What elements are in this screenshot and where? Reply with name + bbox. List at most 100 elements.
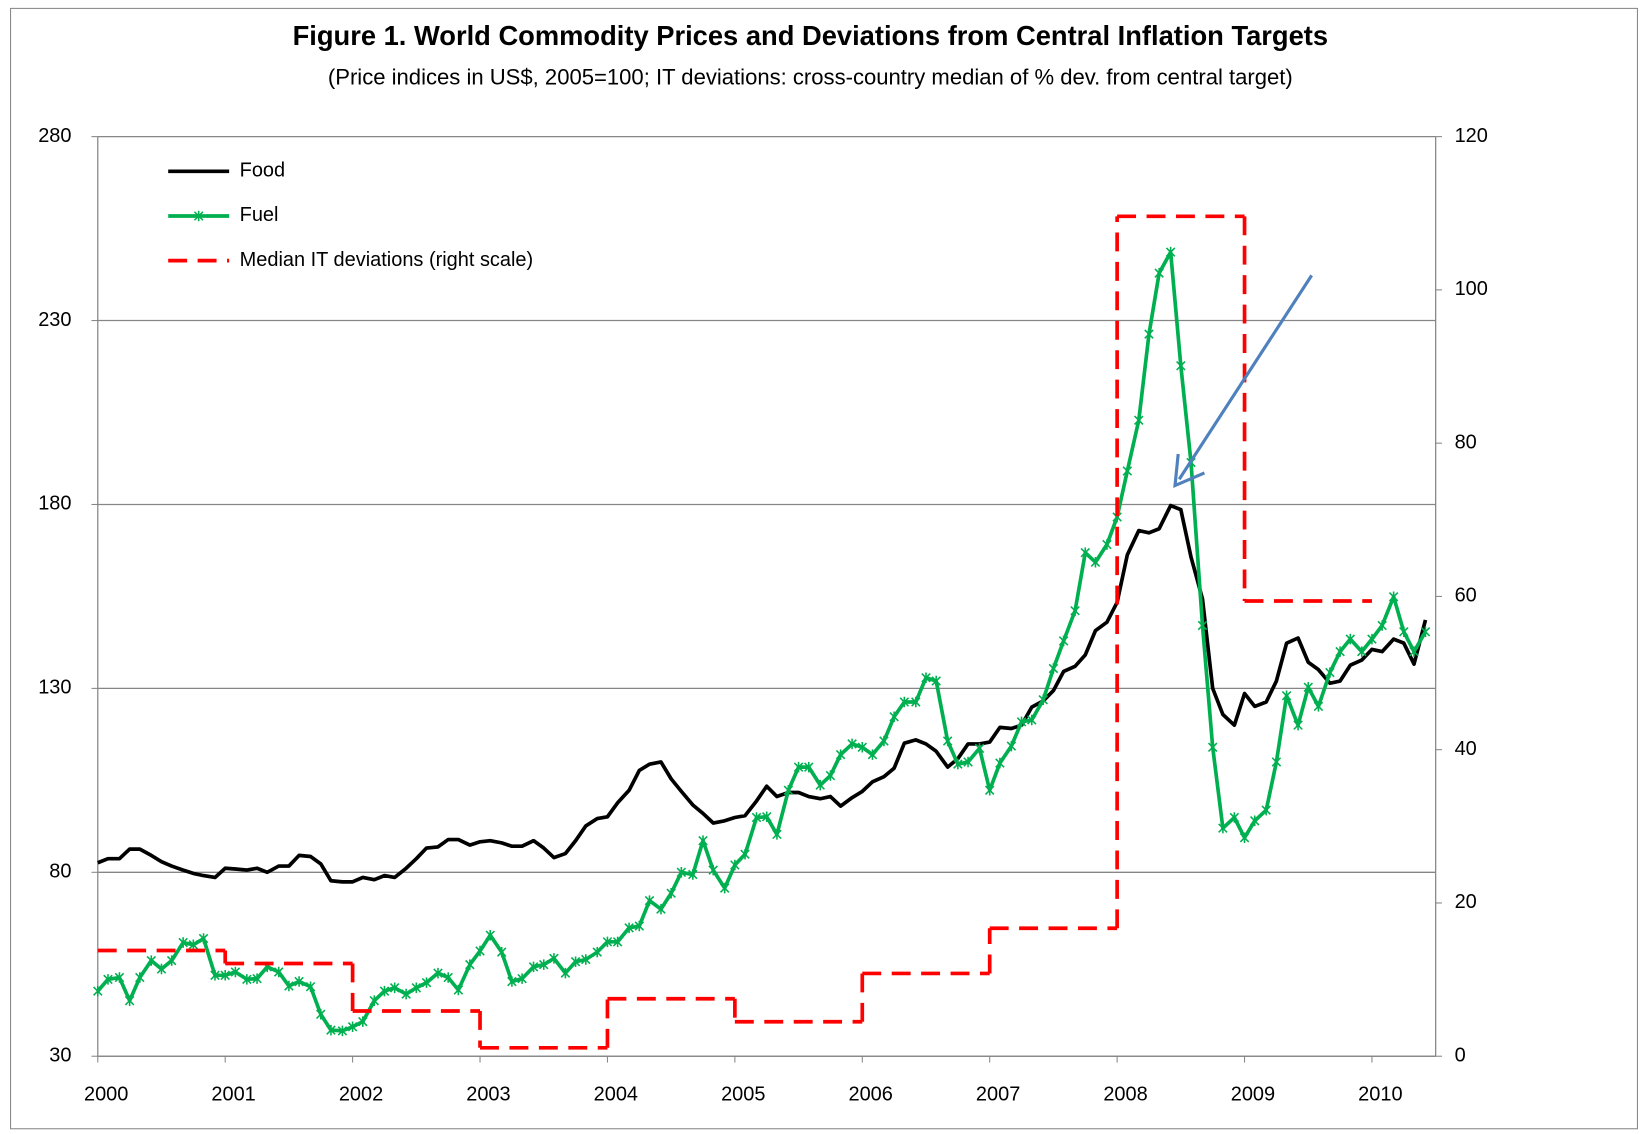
point-marker — [793, 761, 804, 773]
legend-marker — [193, 210, 204, 222]
point-marker — [857, 741, 868, 753]
point-marker — [252, 973, 262, 984]
point-marker — [114, 972, 125, 983]
point-marker — [708, 864, 718, 876]
point-marker — [899, 696, 910, 708]
point-marker — [1399, 626, 1409, 637]
point-marker — [1388, 591, 1399, 603]
point-marker — [1048, 663, 1059, 674]
point-marker — [1313, 701, 1324, 712]
x-tick-label: 2006 — [848, 1083, 892, 1105]
point-marker — [1229, 812, 1240, 823]
point-marker — [517, 973, 527, 984]
point-marker — [443, 972, 453, 983]
point-marker — [1144, 328, 1154, 340]
point-marker — [166, 955, 177, 966]
point-marker — [761, 811, 772, 823]
point-marker — [644, 895, 655, 906]
point-marker — [825, 770, 836, 781]
point-marker — [1122, 465, 1133, 477]
x-tick-label: 2010 — [1358, 1083, 1402, 1105]
point-marker — [1038, 694, 1048, 706]
y-tick-label: 230 — [38, 309, 71, 331]
point-marker — [1207, 741, 1218, 753]
point-marker — [963, 756, 973, 768]
point-marker — [1293, 719, 1303, 731]
x-tick-label: 2008 — [1103, 1083, 1147, 1105]
point-marker — [656, 903, 666, 915]
point-marker — [942, 735, 953, 747]
point-marker — [751, 812, 762, 823]
x-tick-label: 2004 — [594, 1083, 638, 1105]
point-marker — [315, 1009, 326, 1020]
point-marker — [1080, 547, 1091, 558]
point-marker — [676, 867, 687, 878]
point-marker — [358, 1016, 368, 1027]
point-marker — [1261, 804, 1271, 816]
x-tick-label: 2000 — [84, 1083, 128, 1105]
point-marker — [242, 974, 252, 985]
point-marker — [1134, 414, 1144, 426]
point-marker — [421, 977, 432, 988]
point-marker — [1154, 267, 1164, 279]
point-marker — [1006, 740, 1017, 752]
point-marker — [156, 963, 167, 975]
y2-tick-label: 60 — [1455, 585, 1477, 607]
x-tick-label: 2009 — [1231, 1083, 1275, 1105]
point-marker — [389, 982, 400, 994]
point-marker — [889, 711, 899, 722]
point-marker — [93, 985, 103, 997]
point-marker — [772, 829, 782, 840]
point-marker — [379, 985, 390, 997]
point-marker — [867, 749, 878, 760]
y-tick-label: 80 — [49, 861, 71, 883]
point-marker — [835, 749, 846, 760]
point-marker — [688, 869, 698, 880]
annotation-arrow — [1173, 274, 1313, 489]
point-marker — [719, 882, 730, 894]
point-marker — [1197, 620, 1208, 631]
point-marker — [1058, 635, 1069, 647]
point-marker — [1367, 633, 1377, 645]
point-marker — [294, 976, 304, 987]
point-marker — [103, 974, 113, 985]
y-tick-label: 180 — [38, 493, 71, 515]
point-marker — [634, 920, 645, 932]
point-marker — [974, 743, 985, 754]
point-marker — [1335, 646, 1345, 657]
point-marker — [188, 939, 199, 951]
point-marker — [560, 967, 571, 979]
point-marker — [1239, 832, 1250, 843]
point-marker — [369, 995, 380, 1006]
point-marker — [549, 953, 559, 964]
point-marker — [337, 1025, 348, 1037]
x-tick-label: 2002 — [339, 1083, 383, 1105]
point-marker — [1176, 360, 1186, 372]
point-marker — [1357, 646, 1367, 657]
point-marker — [411, 982, 422, 994]
point-marker — [284, 980, 294, 992]
legend-label: Food — [240, 160, 285, 182]
point-marker — [931, 675, 941, 687]
point-marker — [602, 936, 613, 948]
point-marker — [135, 972, 145, 983]
point-marker — [1409, 646, 1419, 657]
point-marker — [273, 966, 284, 978]
point-marker — [507, 976, 517, 987]
point-marker — [1303, 682, 1314, 693]
point-marker — [326, 1024, 336, 1036]
point-marker — [1420, 626, 1431, 637]
chart-title: Figure 1. World Commodity Prices and Dev… — [293, 20, 1329, 51]
point-marker — [666, 888, 676, 899]
point-marker — [538, 959, 549, 970]
point-marker — [528, 961, 539, 973]
point-marker — [1070, 605, 1080, 617]
y-tick-label: 130 — [38, 677, 71, 699]
chart-subtitle: (Price indices in US$, 2005=100; IT devi… — [328, 65, 1293, 90]
point-marker — [1218, 822, 1228, 834]
point-marker — [815, 779, 825, 791]
point-marker — [984, 785, 995, 796]
point-marker — [220, 970, 230, 981]
point-marker — [210, 970, 220, 981]
chart-border — [10, 7, 1638, 1130]
